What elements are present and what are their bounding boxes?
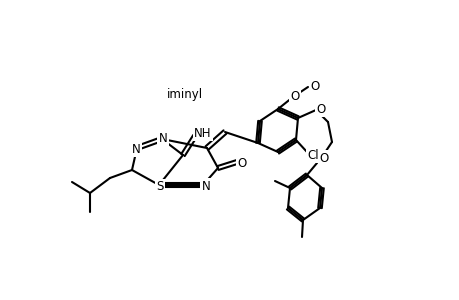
Text: N: N: [158, 131, 167, 145]
Text: O: O: [316, 103, 325, 116]
Text: O: O: [237, 157, 246, 169]
Text: O: O: [319, 152, 328, 164]
Text: S: S: [156, 181, 163, 194]
Text: Cl: Cl: [307, 148, 318, 161]
Text: O: O: [290, 89, 299, 103]
Text: NH: NH: [194, 127, 211, 140]
Text: iminyl: iminyl: [167, 88, 202, 100]
Text: N: N: [131, 142, 140, 155]
Text: O: O: [310, 80, 319, 92]
Text: N: N: [201, 179, 210, 193]
